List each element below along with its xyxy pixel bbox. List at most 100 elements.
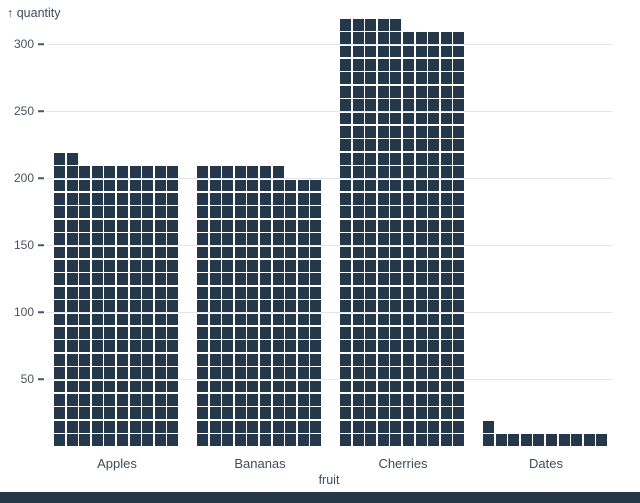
x-axis-title: fruit [318,473,340,487]
waffle-cell [54,420,66,433]
waffle-cell [234,273,246,286]
waffle-cell [340,273,352,286]
waffle-cell [453,300,465,312]
waffle-cell [54,286,66,299]
waffle-cell [234,206,246,219]
waffle-cell [415,139,427,152]
waffle-cell [234,192,246,205]
waffle-cell [285,326,297,339]
waffle-cell [352,233,364,245]
waffle-cell [272,407,284,420]
waffle-cell [453,139,465,152]
waffle-cell [352,32,364,44]
waffle-cell [390,434,402,446]
waffle-cell [310,367,322,379]
waffle-cell [234,233,246,245]
waffle-cell [440,179,452,192]
waffle-cell [104,219,116,232]
waffle-cell [91,246,103,259]
waffle-cell [222,434,234,446]
y-tick-label: 300 [13,37,34,51]
waffle-cell [285,367,297,379]
waffle-cell [390,206,402,219]
waffle-cell [340,340,352,353]
waffle-cell [91,192,103,205]
waffle-cell [222,367,234,379]
waffle-cell [352,380,364,393]
waffle-cell [415,434,427,446]
waffle-cell [79,434,91,446]
waffle-cell [104,300,116,312]
waffle-cell [197,300,209,312]
waffle-cell [415,273,427,286]
waffle-cell [571,434,583,446]
waffle-cell [440,380,452,393]
waffle-cell [260,353,272,366]
waffle-cell [403,340,415,353]
waffle-cell [390,407,402,420]
waffle-cell [415,407,427,420]
waffle-cell [428,179,440,192]
waffle-cell [415,393,427,406]
waffle-cell [66,273,78,286]
waffle-cell [310,206,322,219]
waffle-cell [377,353,389,366]
waffle-cell [79,259,91,272]
waffle-cell [79,313,91,326]
waffle-cell [247,233,259,245]
y-tick-mark [38,177,44,179]
waffle-cell [453,179,465,192]
waffle-cell [352,125,364,138]
waffle-cell [117,219,129,232]
waffle-cell [91,179,103,192]
waffle-cell [197,407,209,420]
waffle-cell [209,206,221,219]
waffle-cell [91,393,103,406]
waffle-cell [167,273,179,286]
waffle-cell [234,340,246,353]
waffle-cell [154,206,166,219]
waffle-cell [533,434,545,446]
waffle-cell [197,219,209,232]
waffle-cell [352,112,364,125]
waffle-cell [79,273,91,286]
waffle-cell [272,340,284,353]
waffle-cell [129,367,141,379]
waffle-cell [142,192,154,205]
waffle-cell [440,300,452,312]
waffle-cell [167,434,179,446]
waffle-cell [297,219,309,232]
waffle-cell [234,393,246,406]
waffle-cell [377,99,389,111]
waffle-cell [79,300,91,312]
waffle-cell [440,192,452,205]
waffle-cell [352,219,364,232]
waffle-cell [222,300,234,312]
waffle-cell [197,246,209,259]
waffle-cell [390,192,402,205]
waffle-cell [66,179,78,192]
waffle-cell [247,192,259,205]
waffle-cell [453,45,465,58]
waffle-cell [197,179,209,192]
waffle-cell [167,179,179,192]
waffle-cell [453,125,465,138]
gridline [46,312,612,313]
waffle-cell [377,192,389,205]
waffle-cell [104,259,116,272]
waffle-cell [377,179,389,192]
waffle-cell [390,259,402,272]
waffle-cell [365,166,377,178]
waffle-cell [142,259,154,272]
waffle-cell [453,380,465,393]
waffle-cell [260,219,272,232]
waffle-cell [428,313,440,326]
waffle-cell [415,32,427,44]
waffle-cell [377,367,389,379]
waffle-cell [260,420,272,433]
waffle-cell [117,380,129,393]
waffle-cell [453,273,465,286]
waffle-cell [209,300,221,312]
waffle-cell [440,99,452,111]
